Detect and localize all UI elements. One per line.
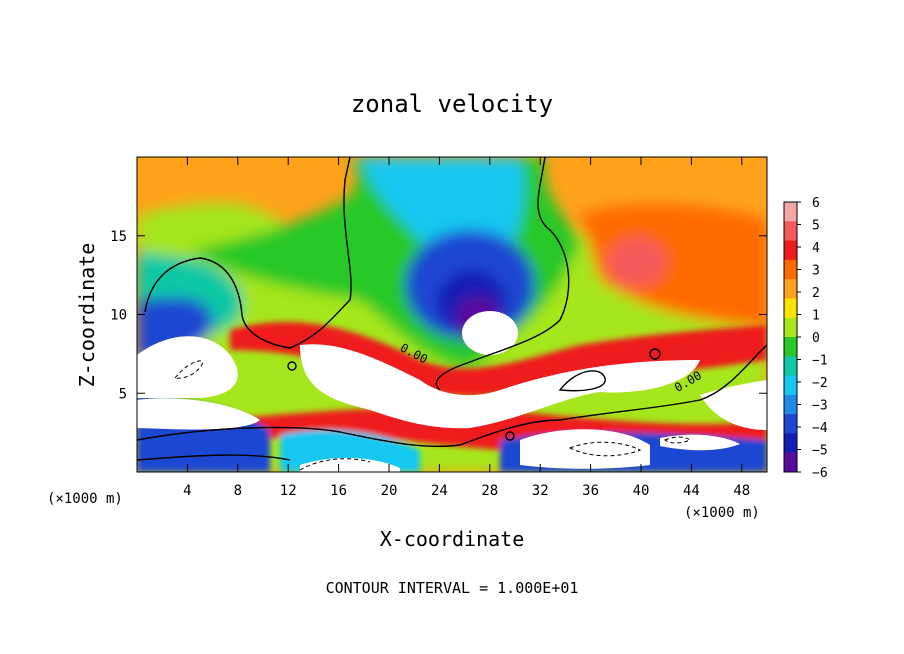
x-tick-label: 24 (431, 483, 448, 499)
colorbar-swatch (784, 452, 797, 473)
x-axis-label: X-coordinate (380, 527, 525, 551)
x-tick-label: 32 (532, 483, 549, 499)
x-tick-label: 4 (183, 483, 191, 499)
y-tick-label: 5 (119, 386, 127, 402)
colorbar-tick-label: 2 (812, 286, 820, 301)
x-tick-label: 44 (683, 483, 700, 499)
contour-lines (137, 157, 767, 461)
colorbar-swatch (784, 202, 797, 222)
colorbar-swatch (784, 433, 797, 454)
colorbar-swatch (784, 375, 797, 396)
x-unit-right: (×1000 m) (684, 505, 760, 521)
colorbar-swatch (784, 221, 797, 242)
x-axis: 4 8 12 16 20 24 28 32 36 40 44 48 (183, 157, 750, 499)
y-axis: 5 10 15 (110, 229, 767, 402)
chart-title: zonal velocity (351, 90, 553, 118)
negative-contours (174, 360, 691, 471)
x-tick-label: 8 (234, 483, 242, 499)
colorbar-tick-label: 1 (812, 309, 820, 324)
x-tick-label: 12 (280, 483, 297, 499)
y-axis-label: Z-coordinate (75, 243, 99, 388)
colorbar-swatch (784, 259, 797, 280)
x-tick-label: 36 (582, 483, 599, 499)
colorbar-tick-label: −1 (812, 354, 828, 369)
colorbar-tick-label: −5 (812, 444, 828, 459)
x-tick-label: 20 (381, 483, 398, 499)
colorbar-swatch (784, 394, 797, 415)
x-tick-label: 16 (330, 483, 347, 499)
colorbar-tick-label: 0 (812, 331, 820, 346)
colorbar-tick-label: 4 (812, 241, 820, 256)
x-tick-label: 40 (633, 483, 650, 499)
colorbar-tick-label: −4 (812, 421, 828, 436)
heatmap-field: 0.000.00 (137, 157, 767, 472)
colorbar-swatch (784, 298, 797, 319)
colorbar-tick-label: 6 (812, 196, 820, 211)
x-tick-label: 28 (481, 483, 498, 499)
x-tick-label: 48 (733, 483, 750, 499)
colorbar: 6 5 4 3 2 1 0 −1 −2 −3 −4 −5 −6 (783, 196, 828, 481)
x-unit-left: (×1000 m) (47, 491, 123, 507)
colorbar-tick-label: 5 (812, 219, 820, 234)
y-tick-label: 10 (110, 308, 127, 324)
colorbar-swatch (784, 317, 797, 338)
colorbar-swatch (784, 240, 797, 261)
colorbar-tick-label: −2 (812, 376, 828, 391)
contour-interval-footer: CONTOUR INTERVAL = 1.000E+01 (326, 579, 579, 597)
y-tick-label: 15 (110, 229, 127, 245)
colorbar-tick-label: 3 (812, 264, 820, 279)
colorbar-swatch (784, 356, 797, 377)
colorbar-swatch (784, 279, 797, 299)
colorbar-tick-label: −3 (812, 399, 828, 414)
colorbar-swatch (784, 337, 797, 357)
colorbar-swatch (784, 414, 797, 434)
colorbar-tick-label: −6 (812, 466, 828, 481)
